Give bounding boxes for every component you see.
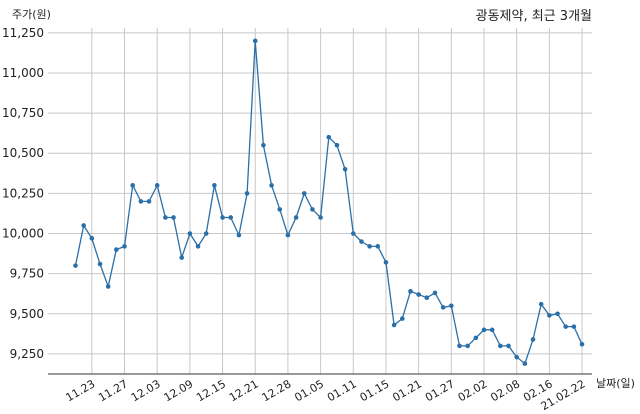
data-point	[261, 142, 266, 148]
data-point	[301, 191, 307, 196]
data-point	[342, 166, 348, 172]
x-tick-label: 12.28	[260, 377, 294, 404]
y-tick-label: 9,250	[10, 347, 44, 361]
data-point	[367, 244, 372, 249]
data-point	[555, 311, 560, 317]
x-tick-label: 01.05	[292, 377, 326, 404]
data-point	[563, 324, 568, 329]
y-tick-label: 11,000	[2, 66, 44, 80]
price-points	[73, 38, 585, 366]
data-point	[203, 231, 209, 236]
data-point	[146, 199, 152, 204]
data-point	[506, 343, 511, 349]
data-point	[326, 134, 332, 140]
y-axis-label: 주가(원)	[12, 8, 51, 21]
data-point	[187, 231, 193, 236]
data-point	[318, 215, 323, 220]
x-tick-label: 11.23	[64, 377, 98, 404]
data-point	[350, 231, 356, 236]
x-tick-label: 01.27	[423, 377, 457, 404]
x-tick-label: 12.15	[194, 377, 228, 404]
data-point	[228, 215, 234, 220]
data-point	[154, 183, 160, 188]
data-point	[310, 207, 315, 212]
y-tick-label: 10,500	[2, 146, 44, 160]
data-point	[514, 354, 519, 360]
y-tick-label: 10,000	[2, 227, 44, 241]
x-tick-label: 01.15	[358, 377, 392, 404]
grid-lines	[48, 28, 592, 374]
data-point	[269, 183, 274, 188]
data-point	[571, 324, 577, 329]
data-point	[400, 316, 405, 321]
x-tick-label: 12.03	[129, 377, 163, 404]
x-tick-labels: 11.2311.2712.0312.0912.1512.2112.2801.05…	[64, 377, 588, 413]
y-tick-label: 10,250	[2, 186, 44, 200]
x-tick-label: 02.02	[456, 377, 490, 404]
price-line	[74, 40, 583, 365]
data-point	[285, 232, 291, 238]
y-tick-label: 9,500	[10, 307, 44, 321]
data-point	[391, 322, 397, 328]
data-point	[432, 290, 438, 296]
data-point	[130, 183, 135, 188]
data-point	[171, 215, 176, 220]
data-point	[277, 207, 283, 212]
data-point	[244, 191, 250, 196]
data-point	[424, 295, 430, 301]
data-point	[579, 341, 585, 347]
data-point	[293, 215, 299, 220]
data-point	[473, 335, 479, 341]
data-point	[89, 236, 95, 241]
data-point	[195, 244, 201, 249]
data-point	[212, 183, 217, 188]
data-point	[334, 142, 340, 148]
data-point	[114, 247, 119, 252]
x-tick-label: 01.11	[325, 377, 359, 404]
data-point	[457, 343, 462, 349]
y-tick-label: 10,750	[2, 106, 44, 120]
y-tick-label: 11,250	[2, 26, 44, 40]
data-point	[163, 215, 168, 220]
chart-title: 광동제약, 최근 3개월	[476, 9, 592, 24]
data-point	[547, 313, 552, 318]
data-point	[122, 244, 127, 249]
data-point	[530, 337, 536, 342]
data-point	[522, 361, 528, 366]
data-point	[236, 232, 242, 238]
x-tick-label: 12.21	[227, 377, 261, 404]
data-point	[465, 343, 470, 349]
data-point	[73, 263, 78, 268]
data-point	[481, 327, 487, 333]
data-point	[538, 301, 544, 307]
data-point	[105, 284, 111, 289]
data-point	[252, 38, 258, 44]
x-tick-label: 11.27	[96, 377, 130, 404]
data-point	[416, 292, 421, 297]
data-point	[359, 239, 364, 244]
data-point	[138, 199, 144, 204]
data-point	[81, 223, 86, 228]
data-point	[383, 260, 389, 265]
y-tick-label: 9,750	[10, 267, 44, 281]
y-tick-labels: 9,250 9,500 9,750 10,000 10,250 10,500 10,750 1…	[2, 26, 44, 361]
data-point	[179, 255, 185, 260]
data-point	[449, 303, 454, 309]
x-tick-label: 02.08	[488, 377, 522, 404]
data-point	[489, 327, 495, 333]
data-point	[220, 215, 225, 220]
x-tick-label: 12.09	[162, 377, 196, 404]
x-axis-label: 날짜(일)	[596, 376, 635, 390]
x-tick-label: 01.21	[390, 377, 424, 404]
data-point	[440, 305, 446, 310]
data-point	[375, 244, 381, 249]
data-point	[408, 289, 413, 294]
data-point	[498, 343, 503, 349]
data-point	[97, 261, 103, 267]
